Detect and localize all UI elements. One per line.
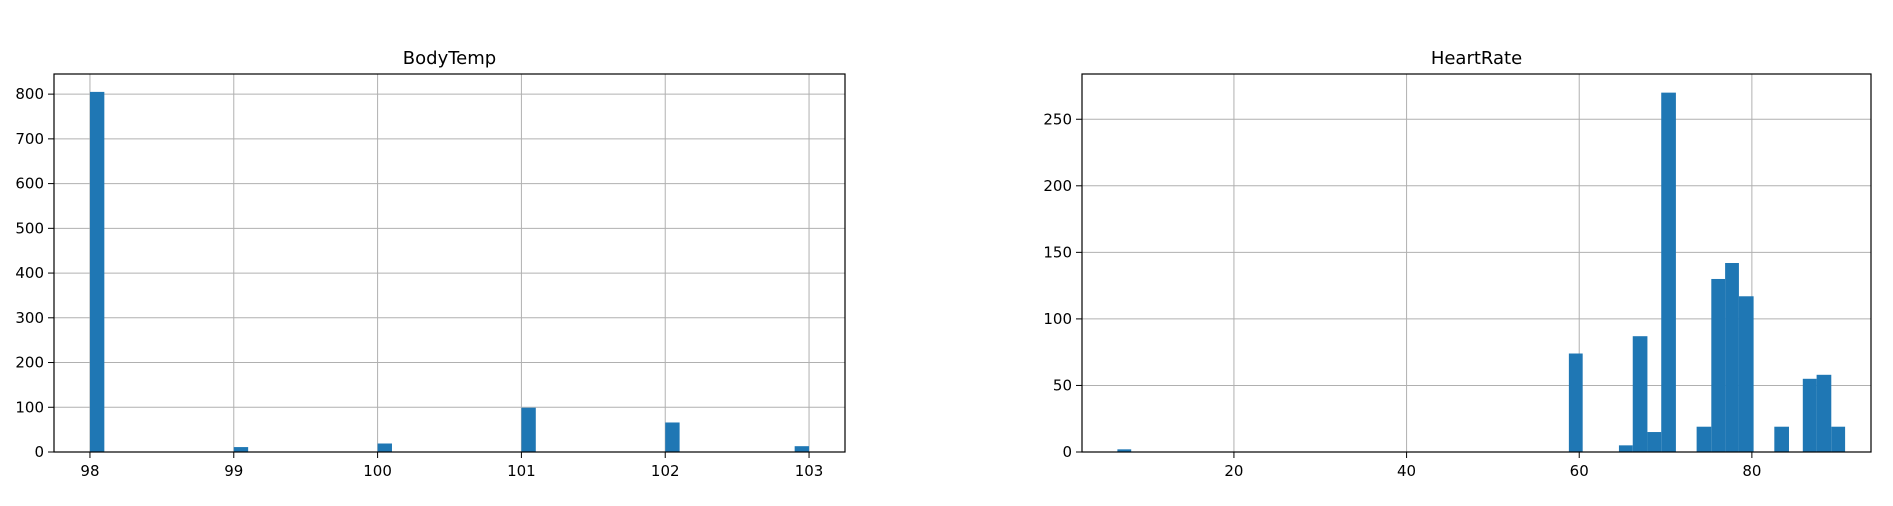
heartrate-y-tick-label: 250 [1043,110,1072,128]
heartrate-chart-title: HeartRate [1431,48,1522,69]
bodytemp-histogram-bar [233,447,249,452]
bodytemp-axes-frame [53,73,846,453]
heartrate-x-tick-label: 40 [1397,462,1416,480]
heartrate-histogram-bar [1647,432,1662,452]
bodytemp-histogram-bar [665,422,680,452]
heartrate-histogram-bar [1816,374,1832,452]
heartrate-histogram-bar [1632,336,1648,452]
bodytemp-histogram-bar [377,443,392,452]
bodytemp-x-tick-label: 101 [507,462,536,480]
bodytemp-histogram-bar [521,407,536,452]
heartrate-histogram-bar [1738,296,1754,452]
heartrate-y-tick-label: 100 [1043,310,1072,328]
heartrate-histogram-bar [1618,445,1633,452]
heartrate-histogram-bar [1774,426,1789,452]
bodytemp-x-tick-label: 99 [224,462,243,480]
bodytemp-x-tick-label: 100 [363,462,392,480]
bodytemp-histogram-bar [794,446,810,452]
heartrate-histogram-bar [1661,92,1676,453]
bodytemp-histogram-bar [89,91,105,452]
bodytemp-x-tick-label: 102 [651,462,680,480]
heartrate-histogram-panel: 20 40 60 80 0 50 100 150 200 250 HeartRate [1043,48,1872,480]
bodytemp-y-tick-label: 800 [15,85,44,103]
bodytemp-y-tick-label: 300 [15,309,44,327]
heartrate-y-tick-label: 200 [1043,177,1072,195]
heartrate-histogram-bar [1802,378,1817,452]
bodytemp-y-tick-label: 700 [15,130,44,148]
heartrate-histogram-bar [1696,426,1712,452]
heartrate-histogram-bar [1568,353,1583,452]
bodytemp-y-tick-label: 500 [15,219,44,237]
heartrate-x-tick-label: 20 [1224,462,1243,480]
heartrate-y-tick-label: 50 [1053,376,1072,394]
heartrate-histogram-bar [1711,278,1726,452]
heartrate-histogram-bar [1725,263,1739,452]
bodytemp-histogram-panel: 98 99 100 101 102 103 0 100 200 300 400 500 600 700 80… [15,48,846,480]
heartrate-histogram-bar [1831,426,1846,452]
bodytemp-chart-title: BodyTemp [403,48,496,69]
heartrate-y-tick-label: 150 [1043,243,1072,261]
bodytemp-y-tick-label: 0 [34,443,44,461]
bodytemp-y-tick-label: 600 [15,175,44,193]
bodytemp-x-tick-label: 98 [80,462,99,480]
heartrate-x-tick-label: 80 [1742,462,1761,480]
heartrate-y-tick-label: 0 [1062,443,1072,461]
bodytemp-x-tick-label: 103 [795,462,824,480]
bodytemp-y-tick-label: 200 [15,354,44,372]
bodytemp-y-tick-label: 100 [15,398,44,416]
heartrate-histogram-bar [1117,449,1132,452]
heartrate-x-tick-label: 60 [1570,462,1589,480]
bodytemp-y-tick-label: 400 [15,264,44,282]
heartrate-axes-frame [1081,73,1872,453]
